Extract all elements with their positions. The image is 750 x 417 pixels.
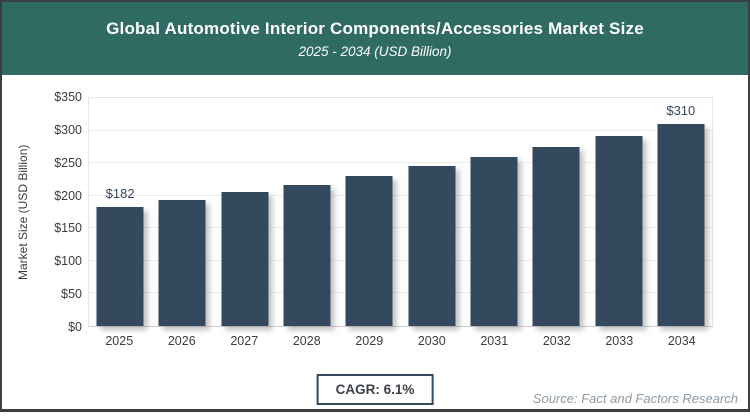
bar-slot	[587, 98, 649, 326]
bar-slot: $182	[89, 98, 151, 326]
x-tick-label: 2030	[417, 334, 446, 348]
bar-slot	[400, 98, 462, 326]
y-tick-label: $150	[54, 221, 82, 236]
bar-value-label: $310	[666, 103, 696, 119]
gridline	[89, 227, 712, 229]
y-tick-label: $50	[61, 287, 82, 302]
bar-value-label: $182	[105, 186, 135, 202]
bar-slot: $310	[650, 98, 712, 326]
x-tick-label: 2028	[292, 334, 321, 348]
y-tick-label: $300	[54, 122, 82, 137]
bar-2025	[96, 207, 144, 326]
plot-area: $182 $310	[88, 97, 713, 327]
chart-title: Global Automotive Interior Components/Ac…	[106, 18, 644, 38]
bar-slot	[463, 98, 525, 326]
x-tick-label: 2025	[105, 334, 134, 348]
cagr-badge: CAGR: 6.1%	[316, 374, 434, 405]
x-tick-label: 2026	[167, 334, 196, 348]
y-tick-label: $100	[54, 254, 82, 269]
bar-2031	[470, 156, 518, 326]
x-tick-label: 2027	[230, 334, 259, 348]
bar-2033	[595, 135, 643, 326]
bar-2034	[657, 124, 705, 326]
chart-subtitle: 2025 - 2034 (USD Billion)	[298, 43, 452, 59]
y-tick-label: $250	[54, 155, 82, 170]
y-tick-label: $200	[54, 188, 82, 203]
x-tick-label: 2031	[480, 334, 509, 348]
bar-2028	[283, 184, 331, 326]
y-axis-tick-labels: $0 $50 $100 $150 $200 $250 $300 $350	[2, 90, 82, 334]
gridline	[89, 129, 712, 131]
cagr-label: CAGR: 6.1%	[335, 382, 415, 397]
bar-2026	[158, 200, 206, 326]
bar-2027	[221, 192, 269, 326]
gridline	[89, 292, 712, 294]
bar-2029	[345, 175, 393, 326]
y-tick-label: $350	[54, 90, 82, 104]
bar-2032	[532, 146, 580, 326]
x-tick-label: 2034	[667, 334, 696, 348]
bar-2030	[408, 166, 456, 326]
chart-header: Global Automotive Interior Components/Ac…	[2, 2, 748, 75]
x-tick-label: 2033	[605, 334, 634, 348]
gridline	[89, 259, 712, 261]
gridline	[89, 162, 712, 164]
bar-series: $182 $310	[89, 98, 712, 326]
y-tick-label: $0	[68, 320, 82, 334]
bar-slot	[276, 98, 338, 326]
x-tick-label: 2032	[542, 334, 571, 348]
bar-slot	[338, 98, 400, 326]
gridline	[89, 194, 712, 196]
bar-slot	[525, 98, 587, 326]
x-tick-label: 2029	[355, 334, 384, 348]
source-text: Source: Fact and Factors Research	[532, 391, 738, 406]
bar-slot	[151, 98, 213, 326]
bar-slot	[214, 98, 276, 326]
x-axis-labels: 2025 2026 2027 2028 2029 2030 2031 2032 2033 2034	[88, 334, 713, 348]
